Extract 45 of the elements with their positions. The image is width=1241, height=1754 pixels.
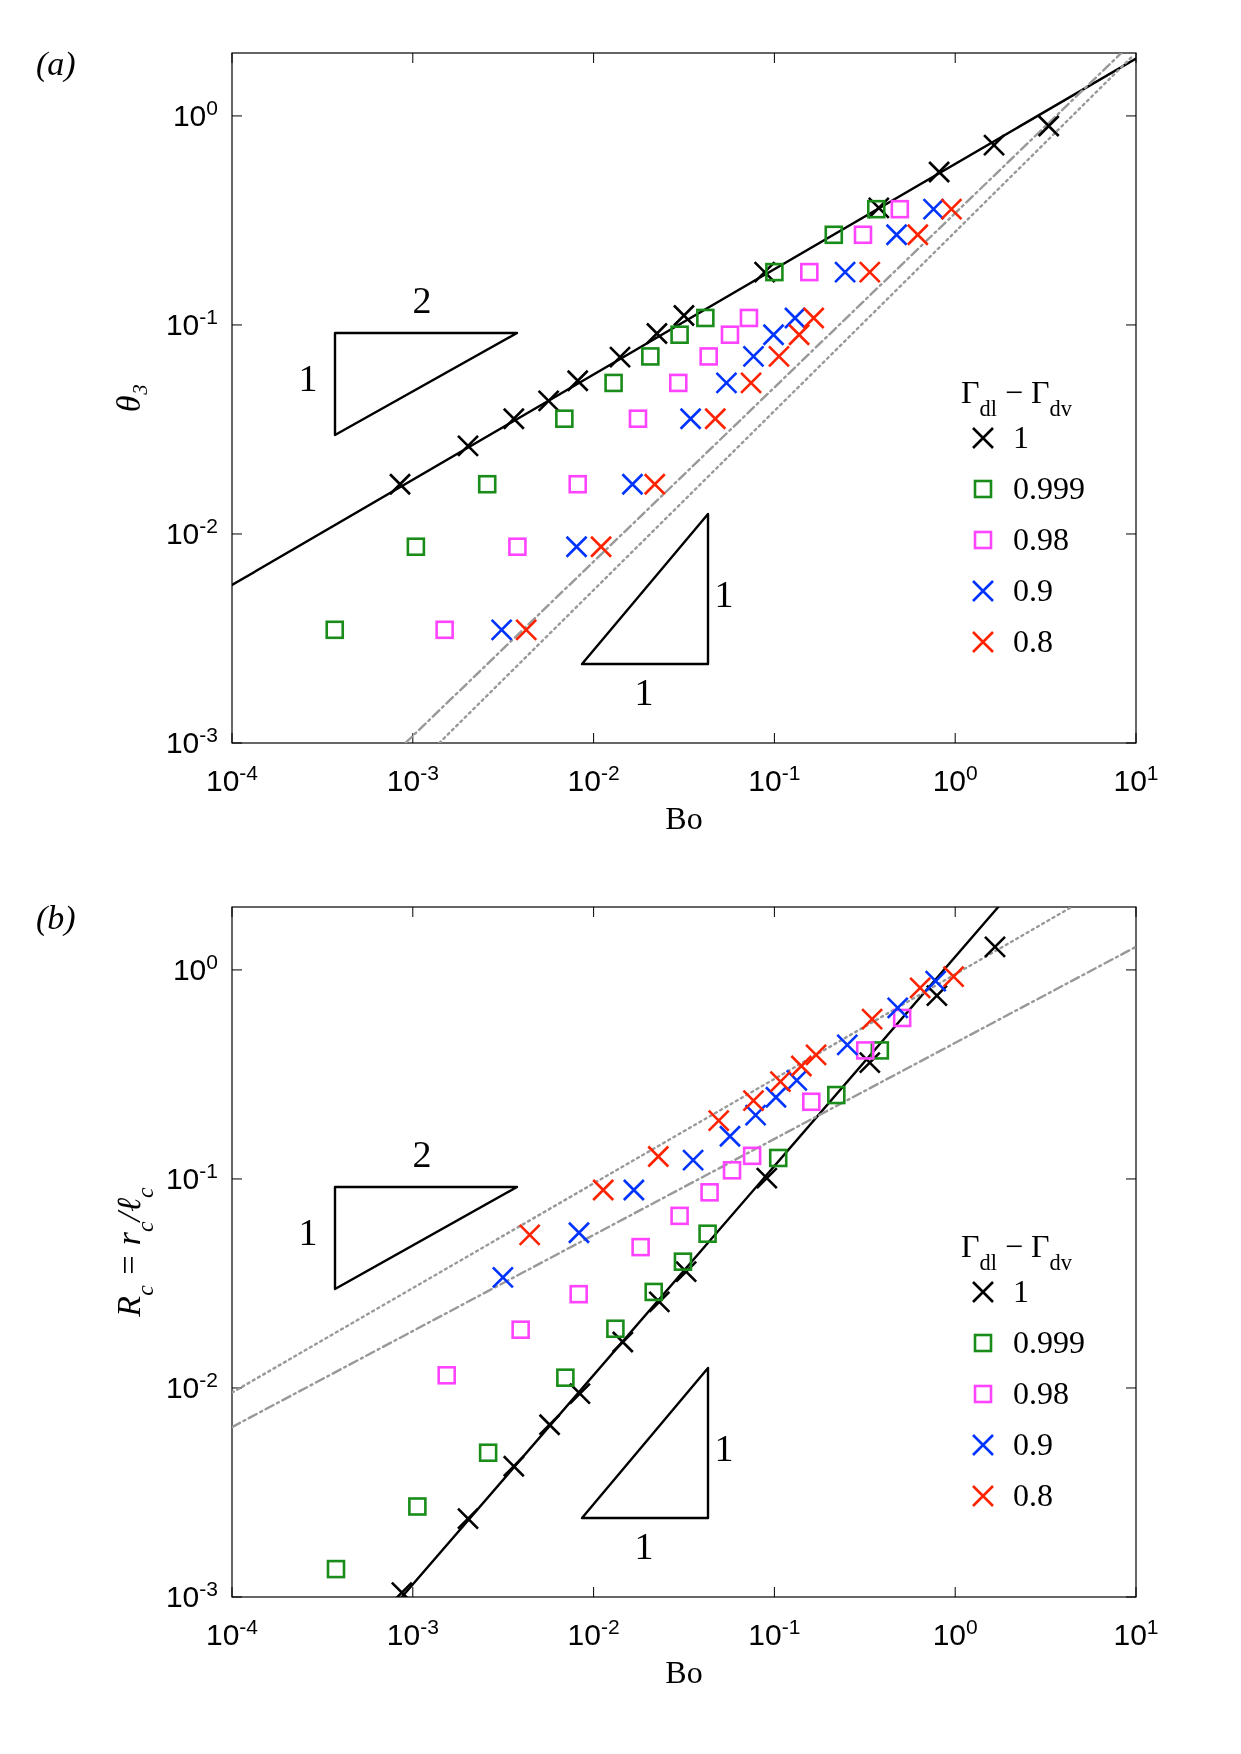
legend-label: 0.999 — [1013, 1324, 1085, 1360]
annotation: 1 — [714, 573, 734, 615]
annotation: 1 — [634, 671, 654, 713]
x-axis-title: Bo — [665, 1654, 703, 1690]
legend-label: 1 — [1013, 1273, 1029, 1309]
annotation: 1 — [714, 1427, 734, 1469]
y-tick-label: 10$^{-2}$ — [165, 1367, 218, 1404]
legend-label: 0.999 — [1013, 470, 1085, 506]
x-tick-label: 10$^{0}$ — [932, 760, 978, 797]
x-tick-label: 10$^{-4}$ — [205, 1614, 259, 1651]
y-tick-label: 10$^{0}$ — [172, 95, 218, 132]
x-tick-label: 10$^{-1}$ — [748, 760, 801, 797]
y-tick-label: 10$^{-1}$ — [165, 1158, 218, 1195]
x-tick-label: 10$^{-4}$ — [205, 760, 259, 797]
y-tick-label: 10$^{0}$ — [172, 949, 218, 986]
y-tick-label: 10$^{-2}$ — [165, 513, 218, 550]
x-tick-label: 10$^{-1}$ — [748, 1614, 801, 1651]
annotation: 2 — [412, 1133, 432, 1175]
x-tick-label: 10$^{0}$ — [932, 1614, 978, 1651]
x-tick-label: 10$^{-3}$ — [386, 1614, 439, 1651]
y-tick-label: 10$^{-1}$ — [165, 304, 218, 341]
legend-label: 1 — [1013, 419, 1029, 455]
legend-title: Γ$_{dl}$ − Γ$_{dv}$ — [961, 374, 1073, 421]
legend-label: 0.9 — [1013, 572, 1053, 608]
annotation: 1 — [634, 1525, 654, 1567]
x-tick-label: 10$^{-3}$ — [386, 760, 439, 797]
legend-label: 0.98 — [1013, 521, 1069, 557]
x-tick-label: 10$^{1}$ — [1113, 760, 1159, 797]
x-tick-label: 10$^{-2}$ — [567, 760, 620, 797]
legend-label: 0.98 — [1013, 1375, 1069, 1411]
y-axis-title: θ₃ — [110, 383, 147, 413]
legend-label: 0.9 — [1013, 1426, 1053, 1462]
x-tick-label: 10$^{1}$ — [1113, 1614, 1159, 1651]
legend-label: 0.8 — [1013, 623, 1053, 659]
chart-title: (b) — [36, 899, 76, 937]
annotation: 2 — [412, 279, 432, 321]
legend-title: Γ$_{dl}$ − Γ$_{dv}$ — [961, 1228, 1073, 1275]
x-tick-label: 10$^{-2}$ — [567, 1614, 620, 1651]
annotation: 1 — [298, 1211, 318, 1253]
y-tick-label: 10$^{-3}$ — [165, 1576, 218, 1613]
x-axis-title: Bo — [665, 800, 703, 836]
annotation: 1 — [298, 357, 318, 399]
y-tick-label: 10$^{-3}$ — [165, 722, 218, 759]
legend-label: 0.8 — [1013, 1477, 1053, 1513]
chart-title: (a) — [36, 45, 76, 83]
